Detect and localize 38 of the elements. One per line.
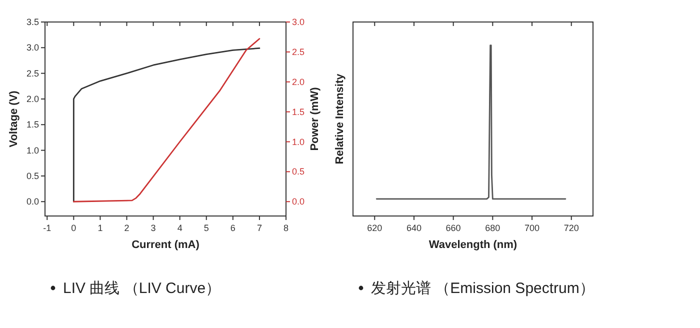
x-tick-label: 660 — [446, 223, 461, 233]
x-tick-label: 4 — [177, 223, 182, 233]
x-tick-label: 640 — [406, 223, 422, 233]
y2-tick-label: 2.0 — [292, 76, 305, 87]
x-tick-label: 6 — [230, 223, 236, 233]
y-tick-label: 1.0 — [26, 145, 39, 156]
y-tick-label: 2.5 — [26, 68, 39, 78]
y-tick-label: 0.5 — [26, 170, 39, 181]
x-tick-label: 3 — [150, 223, 156, 233]
x-tick-label: 700 — [524, 223, 540, 233]
y2-tick-label: 1.5 — [292, 106, 305, 117]
y2-tick-label: 0.5 — [292, 166, 305, 177]
y2-tick-label: 2.5 — [292, 46, 305, 57]
x-tick-label: 7 — [256, 223, 262, 233]
y2-tick-label: 0.0 — [292, 196, 305, 207]
text: LIV 曲线 （LIV Curve） — [63, 280, 221, 297]
x-tick-label: 2 — [124, 223, 130, 233]
x-tick-label: 8 — [283, 223, 289, 233]
y-axis-title: Relative Intensity — [334, 72, 346, 164]
y-tick-label: 1.5 — [26, 120, 39, 130]
x-tick-label: 720 — [564, 223, 579, 233]
x-tick-label: 5 — [204, 223, 209, 233]
x-axis-title: Current (mA) — [132, 239, 200, 251]
y2-axis-title: Power (mW) — [309, 86, 321, 151]
y2-tick-label: 1.0 — [292, 136, 305, 147]
x-tick-label: 1 — [98, 223, 103, 233]
x-tick-label: 680 — [485, 223, 500, 233]
x-axis-title: Wavelength (nm) — [428, 239, 518, 251]
y-tick-label: 2.0 — [26, 94, 39, 104]
x-tick-label: -1 — [43, 223, 52, 233]
y-tick-label: 0.0 — [26, 196, 39, 207]
y-tick-label: 3.0 — [26, 42, 39, 53]
y2-tick-label: 3.0 — [292, 17, 305, 27]
y-tick-label: 3.5 — [26, 17, 39, 27]
y-axis-title: Voltage (V) — [8, 90, 20, 148]
text: 发射光谱 （Emission Spectrum） — [371, 280, 594, 297]
x-tick-label: 620 — [367, 223, 382, 233]
x-tick-label: 0 — [71, 223, 76, 233]
